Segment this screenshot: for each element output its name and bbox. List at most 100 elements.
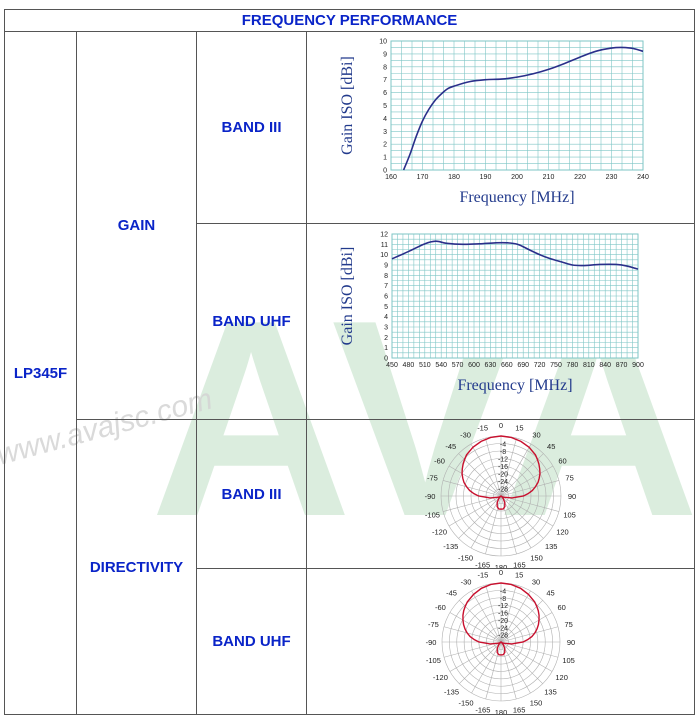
angle-label: 165 [513, 561, 526, 568]
y-tick-label: 5 [383, 103, 387, 110]
angle-label: 30 [532, 577, 540, 586]
y-tick-label: 6 [384, 294, 388, 301]
polar-spoke [443, 626, 502, 643]
x-tick-label: 210 [543, 174, 555, 181]
radial-label: -20 [498, 618, 508, 625]
angle-label: -165 [475, 561, 490, 568]
polar-spoke [500, 641, 559, 658]
polar-spoke [485, 437, 502, 497]
angle-label: 90 [567, 638, 575, 647]
polar-spoke [471, 590, 502, 643]
x-tick-label: 570 [452, 362, 464, 369]
y-tick-label: 4 [384, 314, 388, 321]
angle-label: 0 [499, 421, 503, 430]
angle-label: 180 [495, 708, 508, 714]
angle-label: -165 [475, 706, 490, 714]
polar-spoke [449, 612, 502, 643]
x-tick-label: 900 [632, 362, 644, 369]
y-tick-label: 1 [383, 155, 387, 162]
angle-label: -135 [443, 542, 458, 551]
radial-label: -4 [500, 442, 506, 449]
y-tick-label: 11 [381, 242, 388, 249]
polar-spoke [500, 443, 532, 497]
x-tick-label: 170 [417, 174, 429, 181]
x-tick-label: 230 [606, 174, 618, 181]
polar-spoke [442, 480, 502, 497]
polar-spoke [500, 612, 553, 643]
polar-spoke [459, 600, 502, 643]
radial-label: -16 [498, 464, 508, 471]
polar-spoke [500, 626, 559, 643]
y-tick-label: 9 [384, 263, 388, 270]
angle-label: -15 [477, 570, 488, 579]
polar-spoke [500, 641, 543, 684]
x-axis-title: Frequency [MHz] [459, 189, 574, 206]
radial-label: -28 [498, 487, 508, 494]
radial-label: -12 [498, 457, 508, 464]
polar-spoke [458, 453, 502, 497]
angle-label: 45 [546, 589, 554, 598]
x-tick-label: 720 [534, 362, 546, 369]
x-tick-label: 510 [419, 362, 431, 369]
angle-label: 75 [565, 474, 573, 483]
x-tick-label: 540 [435, 362, 447, 369]
y-tick-label: 3 [384, 325, 388, 332]
radial-label: -8 [500, 449, 506, 456]
x-tick-label: 160 [385, 174, 397, 181]
y-tick-label: 6 [383, 90, 387, 97]
y-tick-label: 7 [383, 77, 387, 84]
y-tick-label: 8 [383, 64, 387, 71]
angle-label: 60 [558, 457, 566, 466]
directivity-band-iii-chart: 0 153045607590105120135150165180-165-150-… [425, 421, 577, 568]
angle-label: 60 [557, 603, 565, 612]
polar-spoke [500, 495, 554, 527]
directivity-section-label: DIRECTIVITY [89, 558, 184, 576]
angle-label: 135 [544, 687, 557, 696]
x-tick-label: 180 [448, 174, 460, 181]
radial-label: -24 [498, 479, 508, 486]
angle-label: -60 [434, 457, 445, 466]
angle-label: 90 [568, 492, 576, 501]
polar-spoke [448, 495, 502, 527]
angle-label: 0 [499, 569, 503, 577]
polar-spoke [443, 641, 502, 658]
angle-label: -135 [444, 687, 459, 696]
angle-label: 105 [563, 510, 576, 519]
directivity-band-uhf-label: BAND UHF [212, 633, 291, 650]
angle-label: -45 [445, 442, 456, 451]
x-tick-label: 450 [386, 362, 398, 369]
polar-spoke [500, 641, 517, 700]
radial-label: -28 [498, 633, 508, 640]
y-tick-label: 12 [380, 232, 388, 239]
radial-label: -20 [498, 472, 508, 479]
x-tick-label: 780 [567, 362, 579, 369]
gain-curve [402, 46, 644, 171]
polar-spoke [500, 495, 560, 512]
polar-spoke [500, 495, 517, 555]
radiation-pattern [461, 435, 541, 510]
angle-label: -45 [446, 589, 457, 598]
x-tick-label: 840 [599, 362, 611, 369]
angle-label: 45 [547, 442, 555, 451]
polar-spoke [500, 465, 554, 497]
gain-band-iii-chart: 160 170 180 190 200 210 220 230 240 0 1 2 3 4 5 6 7 8 9 10 F… [339, 39, 649, 207]
x-tick-label: 810 [583, 362, 595, 369]
angle-label: 135 [545, 542, 558, 551]
angle-label: -75 [428, 620, 439, 629]
model-name: LP345F [13, 364, 68, 382]
angle-label: 120 [556, 528, 569, 537]
polar-spoke [500, 641, 553, 672]
angle-label: 150 [530, 699, 543, 708]
x-tick-label: 660 [501, 362, 513, 369]
x-tick-label: 240 [637, 174, 649, 181]
x-tick-label: 220 [574, 174, 586, 181]
y-axis-title: Gain ISO [dBi] [339, 56, 356, 155]
polar-spoke [470, 443, 502, 497]
angle-label: 15 [515, 570, 523, 579]
y-tick-label: 2 [384, 335, 388, 342]
y-tick-label: 8 [384, 273, 388, 280]
x-tick-label: 480 [403, 362, 415, 369]
angle-label: 180 [495, 563, 508, 568]
polar-spoke [442, 495, 502, 512]
angle-label: -150 [458, 553, 473, 562]
